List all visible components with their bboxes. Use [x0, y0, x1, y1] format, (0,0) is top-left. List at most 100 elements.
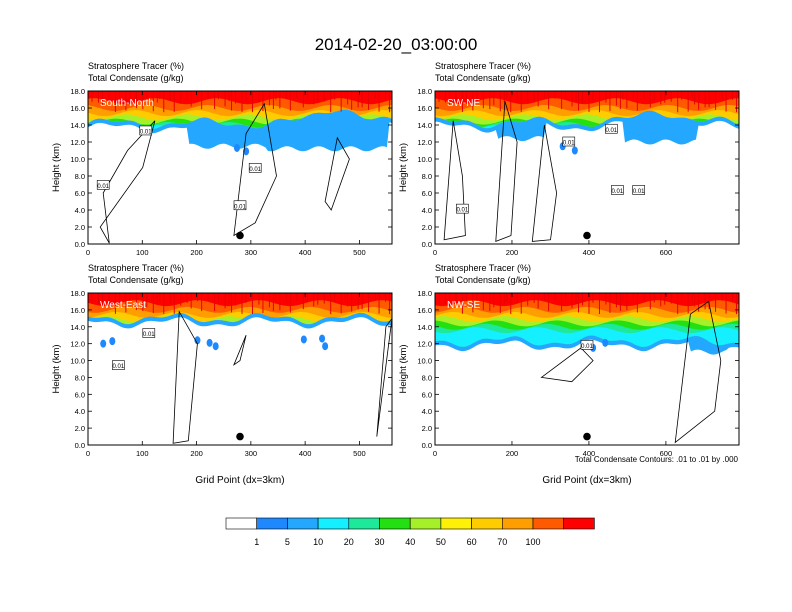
y-axis-label: Height (km)	[398, 143, 409, 192]
condensate-contour	[674, 300, 722, 444]
location-marker	[583, 231, 591, 240]
condensate-contour	[443, 120, 466, 241]
x-tick-label: 400	[299, 449, 312, 458]
y-axis-label: Height (km)	[51, 344, 62, 393]
condensate-contour	[495, 101, 518, 242]
y-tick-label: 2.0	[75, 424, 85, 433]
tracer-field	[435, 91, 739, 242]
x-tick-label: 0	[86, 449, 90, 458]
colorbar-label: 10	[313, 537, 323, 547]
contour-label: 0.01	[140, 129, 152, 135]
x-tick-label: 600	[660, 248, 673, 257]
tracer-band	[88, 312, 392, 325]
condensate-contour	[233, 335, 247, 366]
tracer-speck	[319, 334, 326, 343]
x-tick-label: 400	[583, 449, 596, 458]
x-tick-label: 500	[353, 449, 366, 458]
panel-name: SW-NE	[447, 98, 480, 109]
tracer-speck	[194, 336, 201, 345]
panel-title-line1: Stratosphere Tracer (%)	[88, 263, 184, 273]
plot-frame	[87, 90, 393, 245]
y-tick-label: 8.0	[75, 373, 85, 382]
y-tick-label: 4.0	[422, 206, 432, 215]
contour-label-box	[456, 203, 469, 214]
colorbar-swatch	[409, 517, 442, 530]
y-tick-label: 10.0	[70, 155, 85, 164]
condensate-contour	[540, 347, 594, 383]
tracer-speck	[602, 338, 609, 347]
colorbar: 1 5 10 20 30 40 50 60 70 100	[225, 517, 595, 547]
contour-label-box	[611, 185, 624, 195]
y-tick-label: 6.0	[75, 390, 85, 399]
panel-nw-se: 0.01 0.0 2.0 4.0 6.0 8.0 10.0 12.0 14.0 16.0 18.0 0…	[398, 263, 740, 486]
x-tick-label: 200	[190, 248, 203, 257]
panel-name: South-North	[100, 98, 154, 109]
x-axis-label: Grid Point (dx=3km)	[195, 475, 284, 486]
contour-label: 0.01	[563, 141, 575, 147]
x-axis-label: Grid Point (dx=3km)	[542, 475, 631, 486]
x-tick-label: 500	[353, 248, 366, 257]
y-tick-label: 0.0	[75, 441, 85, 450]
contour-label-box	[233, 200, 247, 211]
x-tick-label: 200	[506, 248, 519, 257]
colorbar-label: 50	[436, 537, 446, 547]
panel-title-line2: Total Condensate (g/kg)	[88, 275, 184, 285]
tracer-field	[88, 293, 392, 444]
tracer-speck	[100, 339, 107, 348]
tracer-band	[435, 327, 739, 347]
colorbar-swatch	[225, 517, 258, 530]
y-axis-label: Height (km)	[51, 143, 62, 192]
contour-label: 0.01	[249, 167, 261, 173]
contour-label: 0.01	[605, 128, 617, 134]
y-tick-label: 18.0	[417, 87, 432, 96]
y-tick-label: 16.0	[417, 306, 432, 315]
panel-name: NW-SE	[447, 300, 480, 311]
panel-west-east: 0.01 0.01 0.0 2.0 4.0 6.0 8.0 10.0 12.0 14.0 16.0 1…	[51, 263, 393, 486]
y-tick-label: 16.0	[70, 306, 85, 315]
colorbar-label: 20	[344, 537, 354, 547]
y-tick-label: 8.0	[422, 373, 432, 382]
x-tick-label: 400	[299, 248, 312, 257]
tracer-field	[435, 293, 739, 444]
x-tick-label: 600	[660, 449, 673, 458]
contour-label-box	[562, 136, 576, 147]
plot-frame	[434, 90, 740, 245]
x-tick-label: 0	[86, 248, 90, 257]
contour-label-box	[580, 340, 594, 350]
tracer-band	[435, 110, 739, 129]
x-tick-label: 300	[245, 449, 258, 458]
panel-sw-ne: 0.01 0.01 0.01 0.01 0.01 0.0 2.0 4.0 6.0 8.0 10.0 1…	[398, 61, 740, 257]
x-tick-label: 300	[245, 248, 258, 257]
colorbar-label: 60	[467, 537, 477, 547]
x-tick-label: 100	[136, 449, 149, 458]
y-tick-label: 6.0	[422, 390, 432, 399]
panel-title-line2: Total Condensate (g/kg)	[435, 275, 531, 285]
condensate-contour	[376, 318, 392, 437]
y-tick-label: 0.0	[422, 240, 432, 249]
y-tick-label: 0.0	[75, 240, 85, 249]
x-tick-label: 200	[506, 449, 519, 458]
y-tick-label: 16.0	[417, 104, 432, 113]
tracer-band	[88, 109, 392, 129]
tracer-speck	[212, 342, 219, 351]
x-tick-label: 100	[136, 248, 149, 257]
contour-label-box	[248, 163, 262, 173]
y-tick-label: 8.0	[422, 172, 432, 181]
colorbar-swatch	[317, 517, 350, 530]
tracer-speck	[109, 337, 116, 346]
colorbar-swatch	[563, 517, 595, 530]
contour-label: 0.01	[234, 204, 246, 210]
y-tick-label: 10.0	[417, 357, 432, 366]
colorbar-label: 5	[285, 537, 290, 547]
colorbar-label: 70	[497, 537, 507, 547]
contour-label: 0.01	[581, 344, 593, 350]
tracer-band	[435, 110, 739, 129]
colorbar-swatch	[287, 517, 319, 530]
colorbar-swatch	[471, 517, 503, 530]
y-tick-label: 10.0	[417, 155, 432, 164]
colorbar-swatch	[501, 517, 534, 530]
condensate-contour	[324, 136, 350, 211]
panel-title-line1: Stratosphere Tracer (%)	[88, 61, 184, 71]
tracer-speck	[322, 342, 329, 351]
y-tick-label: 2.0	[75, 223, 85, 232]
